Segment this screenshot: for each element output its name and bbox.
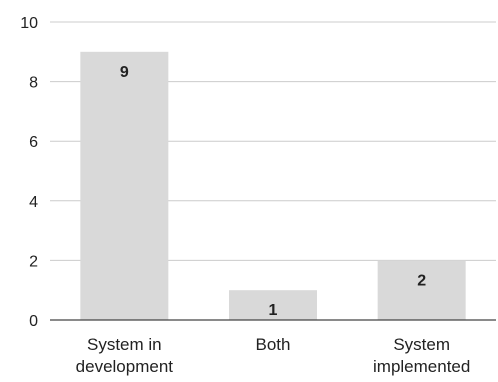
data-label: 9 xyxy=(120,64,129,81)
y-tick-label: 6 xyxy=(29,134,38,151)
y-tick-label: 4 xyxy=(29,194,38,211)
x-axis-labels: System in development Both System implemente… xyxy=(76,335,471,376)
bar xyxy=(229,290,317,320)
x-tick-label: Both xyxy=(256,335,291,354)
bars xyxy=(80,51,466,321)
y-tick-label: 0 xyxy=(29,313,38,330)
x-tick-label: System xyxy=(393,335,450,354)
bar xyxy=(80,51,169,321)
data-label: 2 xyxy=(417,272,426,289)
x-tick-label: System in xyxy=(87,335,162,354)
y-tick-label: 8 xyxy=(29,75,38,92)
y-tick-label: 10 xyxy=(20,15,38,32)
x-tick-label: development xyxy=(76,357,174,376)
y-axis-ticks: 0 2 4 6 8 10 xyxy=(20,15,38,330)
data-labels: 9 1 2 xyxy=(120,64,426,319)
y-tick-label: 2 xyxy=(29,253,38,270)
bar xyxy=(377,260,466,320)
x-tick-label: implemented xyxy=(373,357,470,376)
data-label: 1 xyxy=(269,302,278,319)
